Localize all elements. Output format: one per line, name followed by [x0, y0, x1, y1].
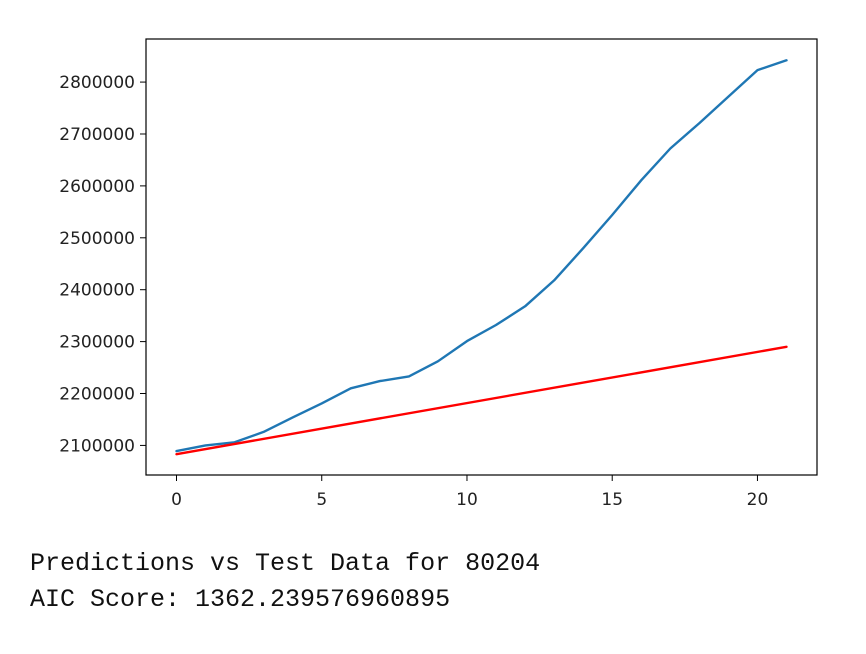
y-tick-label: 2100000 [59, 436, 135, 456]
series-line-1 [175, 345, 788, 456]
plot-frame [145, 38, 818, 476]
y-tick-label: 2400000 [59, 281, 135, 301]
x-tick-label: 20 [747, 490, 769, 510]
y-tick-label: 2200000 [59, 385, 135, 405]
x-tick-label: 10 [456, 490, 478, 510]
y-tick-label: 2600000 [59, 177, 135, 197]
x-tick-label: 0 [171, 490, 182, 510]
y-tick-label: 2300000 [59, 333, 135, 353]
series-line-0 [175, 59, 788, 453]
x-axis: 0 5 10 15 20 [171, 475, 768, 510]
series-layer [175, 59, 788, 456]
x-tick-label: 5 [316, 490, 327, 510]
line-chart: 2100000 2200000 2300000 2400000 2500000 26000… [59, 38, 818, 510]
y-tick-label: 2700000 [59, 125, 135, 145]
caption-title: Predictions vs Test Data for 80204 [30, 549, 541, 578]
y-axis: 2100000 2200000 2300000 2400000 2500000 26000… [59, 73, 146, 456]
x-tick-label: 15 [601, 490, 623, 510]
caption-aic-score: AIC Score: 1362.239576960895 [30, 585, 451, 614]
y-tick-label: 2800000 [59, 73, 135, 93]
y-tick-label: 2500000 [59, 229, 135, 249]
